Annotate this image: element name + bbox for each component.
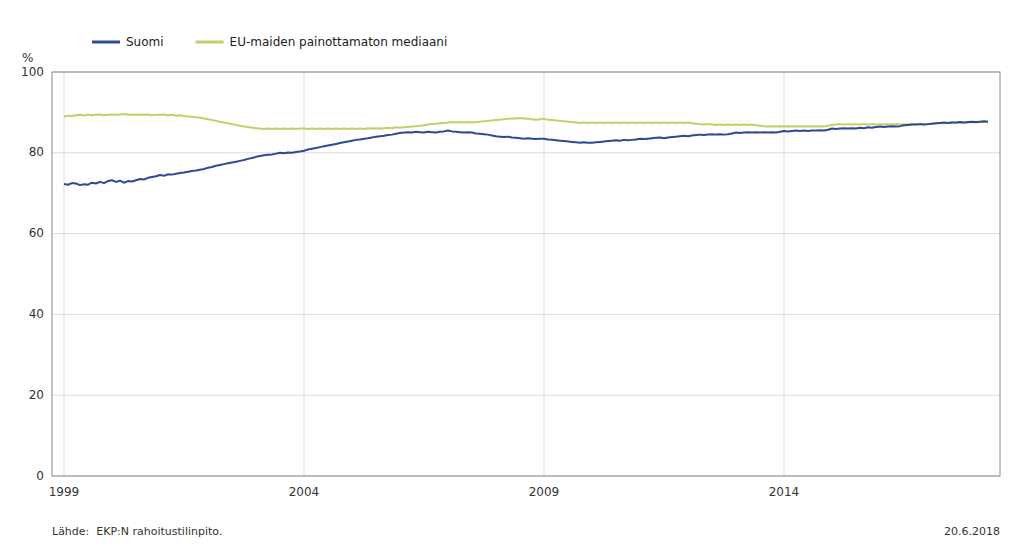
- x-tick-label: 1999: [49, 485, 80, 499]
- series-line: [64, 121, 988, 185]
- grid-line-y: [52, 152, 1000, 153]
- plot-frame: [52, 72, 1000, 476]
- legend-swatch: [92, 41, 120, 44]
- grid-line-x: [304, 72, 305, 476]
- y-axis-label: %: [22, 51, 33, 65]
- legend-label: EU-maiden painottamaton mediaani: [230, 35, 448, 49]
- y-tick-label: 40: [29, 307, 44, 321]
- source-note: Lähde: EKP:N rahoitustilinpito.: [52, 525, 222, 538]
- background: [0, 0, 1024, 549]
- y-tick-label: 100: [21, 65, 44, 79]
- grid-line-y: [52, 314, 1000, 315]
- x-tick-label: 2009: [529, 485, 560, 499]
- grid-line-x: [544, 72, 545, 476]
- grid-line-y: [52, 233, 1000, 234]
- legend-label: Suomi: [126, 35, 164, 49]
- x-tick-label: 2014: [769, 485, 800, 499]
- legend: Suomi EU-maiden painottamaton mediaani: [92, 35, 447, 49]
- chart: 0 20 40 60 80 100 1999 2004 2009 2014% Suomi EU-mai…: [0, 0, 1024, 549]
- x-tick-label: 2004: [289, 485, 320, 499]
- grid: [52, 72, 1000, 476]
- grid-line-x: [64, 72, 65, 476]
- y-tick-label: 80: [29, 145, 44, 159]
- series-line: [64, 114, 988, 129]
- legend-swatch: [196, 41, 224, 44]
- lines: [64, 114, 988, 185]
- date-note: 20.6.2018: [944, 525, 1000, 538]
- y-tick-label: 20: [29, 388, 44, 402]
- grid-line-x: [784, 72, 785, 476]
- grid-line-y: [52, 395, 1000, 396]
- y-tick-label: 0: [36, 469, 44, 483]
- y-tick-label: 60: [29, 226, 44, 240]
